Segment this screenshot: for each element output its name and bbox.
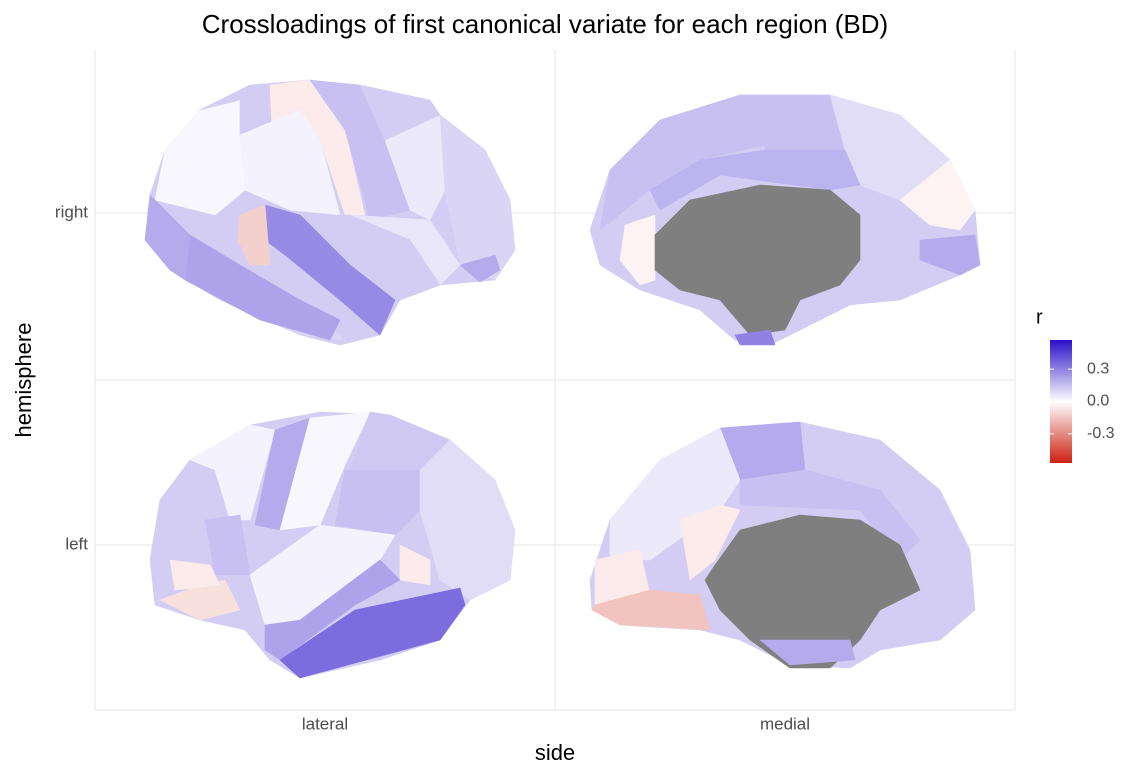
- x-axis-label: side: [535, 740, 575, 765]
- brain-region: [334, 469, 421, 536]
- brain-region: [739, 469, 921, 561]
- brain-region: [459, 254, 501, 283]
- y-tick-label: left: [65, 534, 88, 553]
- brain-region: [734, 329, 776, 346]
- brain-region: [654, 184, 861, 336]
- legend-tick-label: 0.3: [1087, 360, 1109, 377]
- brain-region: [264, 559, 401, 661]
- brain-region: [619, 214, 656, 286]
- brain-region: [649, 149, 861, 211]
- brain-region: [439, 114, 516, 281]
- y-axis-label: hemisphere: [11, 323, 36, 438]
- color-bar: [1050, 340, 1072, 463]
- brain-region: [704, 514, 921, 669]
- brain-region: [237, 204, 271, 266]
- brain-region: [169, 559, 221, 591]
- brain-region: [154, 99, 246, 216]
- brain-region: [184, 234, 341, 341]
- brain-region: [599, 94, 766, 231]
- brain-region: [591, 589, 711, 631]
- x-tick-label: lateral: [302, 714, 348, 733]
- brain-region: [279, 587, 466, 679]
- brain-region: [279, 411, 371, 531]
- brain-region: [419, 439, 516, 601]
- brain-region: [899, 159, 976, 231]
- brain-region: [679, 504, 741, 581]
- brain-region: [264, 204, 396, 336]
- legend: 0.3 0.0 -0.3: [1050, 340, 1115, 463]
- y-tick-label: right: [55, 202, 88, 221]
- chart-title: Crossloadings of first canonical variate…: [202, 9, 888, 39]
- brain-region: [399, 544, 431, 586]
- legend-tick-label: 0.0: [1087, 393, 1109, 410]
- brain-region: [919, 234, 981, 276]
- brain-region: [759, 639, 856, 666]
- brain-panels: [144, 79, 981, 679]
- x-tick-label: medial: [760, 714, 810, 733]
- brain-region: [144, 194, 191, 281]
- legend-tick-label: -0.3: [1087, 425, 1115, 442]
- legend-title: r: [1036, 306, 1043, 328]
- brain-region: [189, 424, 276, 521]
